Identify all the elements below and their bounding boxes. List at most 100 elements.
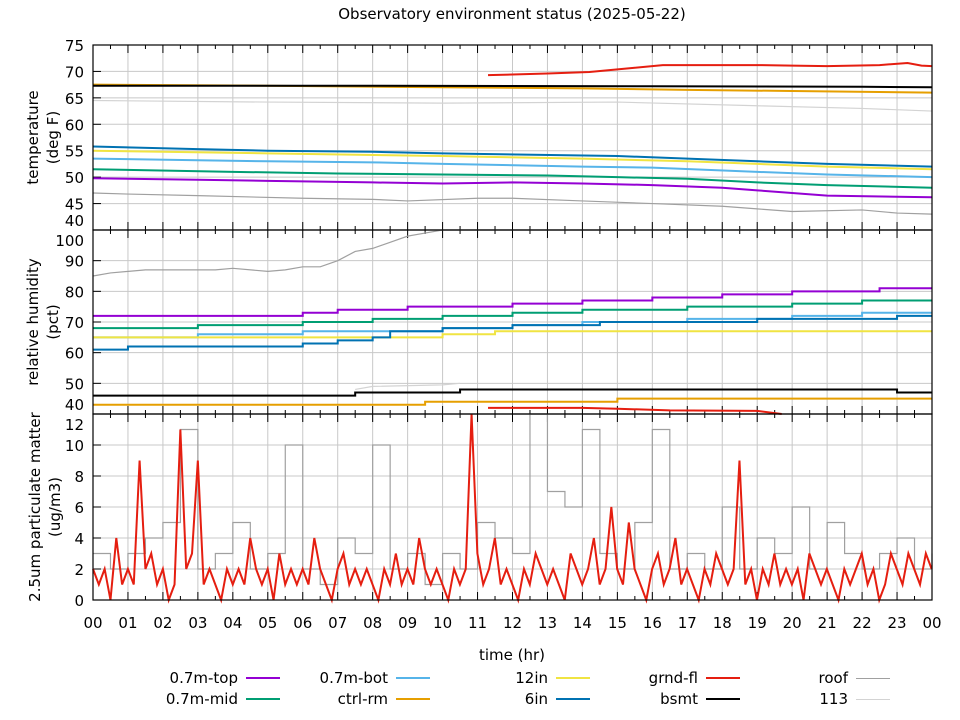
series-line-roof [92,229,932,277]
x-tick-label: 13 [538,614,557,632]
legend-item-grnd-fl: grnd-fl [590,668,740,688]
series-line-0.7m-top [93,287,932,317]
y-tick-label: 55 [65,143,84,161]
series-line-bsmt [93,388,932,397]
series-line-0.7m-mid [92,168,933,189]
series-line-6in [93,314,932,351]
x-tick-label: 00 [83,614,102,632]
legend-item-12in: 12in [440,668,590,688]
y-tick-label: 40 [65,396,84,414]
chart-title: Observatory environment status (2025-05-… [338,5,686,23]
series-line-113 [92,99,933,112]
series-line-ctrl-rm [93,397,932,406]
y-tick-label: 12 [65,416,84,434]
y-tick-label: 4 [74,530,84,548]
y-axis-label: relative humidity (pct) [24,258,62,386]
legend-item-0.7m-mid: 0.7m-mid [130,689,280,709]
legend-label: roof [818,669,848,687]
y-tick-label: 70 [65,63,84,81]
x-tick-label: 03 [188,614,207,632]
legend: 0.7m-top 0.7m-bot 12in grnd-fl roof 0.7m-mid c… [160,668,890,718]
series-line-113 [355,382,461,391]
legend-swatch [246,677,280,679]
series-line-grnd-fl [92,413,933,604]
x-tick-label: 17 [678,614,697,632]
y-tick-label: 50 [65,169,84,187]
x-tick-label: 11 [468,614,487,632]
legend-item-bsmt: bsmt [590,689,740,709]
y-tick-label: 100 [55,232,84,250]
series-line-grnd-fl [488,406,782,415]
panel-1: 40 50 60 70 80 90 100 relative humidity (pct) [24,229,933,415]
legend-item-0.7m-top: 0.7m-top [130,668,280,688]
series-line-0.7m-bot [92,157,933,179]
y-tick-label: 50 [65,375,84,393]
y-tick-label: 65 [65,90,84,108]
series-line-bsmt [93,84,933,89]
y-tick-label: 75 [65,37,84,55]
x-tick-label: 23 [887,614,906,632]
legend-swatch [706,677,740,679]
x-tick-label: 22 [853,614,872,632]
y-tick-label: 60 [65,345,84,363]
legend-item-0.7m-bot: 0.7m-bot [280,668,430,688]
x-tick-label: 06 [293,614,312,632]
x-tick-label: 19 [748,614,767,632]
series-line-0.7m-mid [93,299,932,330]
y-axis-label: 2.5um particulate matter (ug/m3) [26,411,64,601]
panel-frame [92,413,933,601]
y-tick-label: 70 [65,314,84,332]
x-tick-label: 05 [258,614,277,632]
series-line-roof [93,413,933,586]
y-tick-label: 10 [65,437,84,455]
legend-swatch [556,677,590,679]
x-tick-label: 07 [328,614,347,632]
x-axis-label: time (hr) [479,646,545,664]
legend-swatch [556,698,590,700]
legend-label: bsmt [660,690,698,708]
series-line-12in [92,149,933,171]
y-tick-label: 6 [74,499,84,517]
legend-swatch [706,698,740,700]
legend-item-roof: roof [740,668,890,688]
y-tick-label: 40 [65,212,84,230]
x-tick-label: 00 [922,614,941,632]
x-tick-label: 02 [153,614,172,632]
x-tick-label: 18 [713,614,732,632]
legend-swatch [856,698,890,700]
y-tick-label: 2 [74,561,84,579]
legend-label: grnd-fl [648,669,698,687]
legend-label: 0.7m-top [169,669,238,687]
y-tick-label: 45 [65,196,84,214]
legend-label: 6in [524,690,548,708]
legend-item-113: 113 [740,689,890,709]
legend-item-ctrl-rm: ctrl-rm [280,689,430,709]
legend-label: 0.7m-mid [165,690,238,708]
x-tick-label: 14 [573,614,592,632]
y-tick-label: 90 [65,253,84,271]
series-line-0.7m-top [92,177,933,199]
x-tick-label: 09 [398,614,417,632]
x-tick-label: 01 [118,614,137,632]
y-tick-label: 0 [74,592,84,610]
legend-label: 12in [515,669,548,687]
x-tick-label: 12 [503,614,522,632]
legend-label: 0.7m-bot [319,669,388,687]
x-tick-label: 04 [223,614,242,632]
y-tick-label: 8 [74,468,84,486]
legend-label: ctrl-rm [337,690,388,708]
x-tick-label: 15 [608,614,627,632]
y-axis-label: temperature (deg F) [24,90,62,184]
legend-label: 113 [819,690,848,708]
legend-swatch [856,677,890,679]
y-tick-label: 60 [65,116,84,134]
x-tick-label: 08 [363,614,382,632]
series-line-roof [92,192,933,215]
legend-item-6in: 6in [440,689,590,709]
legend-swatch [396,698,430,700]
series-line-6in [92,145,933,168]
x-tick-label: 20 [783,614,802,632]
y-tick-label: 80 [65,283,84,301]
